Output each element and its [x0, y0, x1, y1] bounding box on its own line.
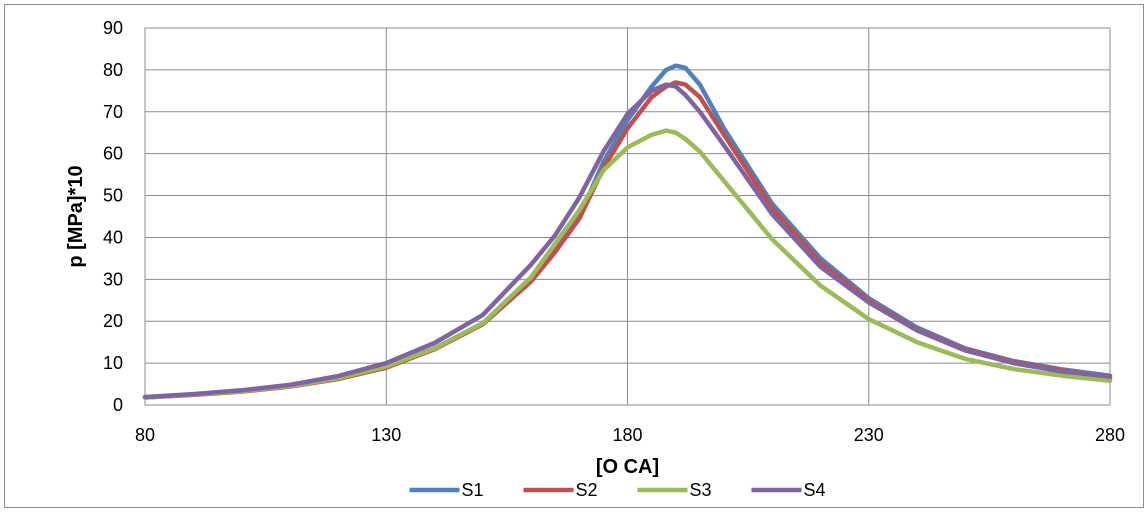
series-line-s3 [142, 128, 1113, 400]
y-axis-title: p [MPa]*10 [65, 165, 87, 267]
y-tick-label: 60 [103, 144, 123, 164]
x-tick-label: 180 [612, 425, 642, 445]
legend-label-s1: S1 [462, 480, 484, 500]
legend: S1 S2 S3 S4 [409, 480, 826, 500]
series-lines [142, 63, 1113, 400]
y-tick-label: 10 [103, 353, 123, 373]
x-axis-title: [O CA] [596, 456, 659, 478]
chart-frame [4, 4, 1144, 508]
series-line-s4 [142, 82, 1113, 400]
x-tick-label: 130 [371, 425, 401, 445]
y-tick-label: 90 [103, 18, 123, 38]
plot-area-border [144, 27, 1111, 406]
legend-label-s2: S2 [576, 480, 598, 500]
y-tick-label: 0 [113, 395, 123, 415]
y-tick-label: 80 [103, 60, 123, 80]
y-tick-label: 20 [103, 311, 123, 331]
x-tick-label: 230 [854, 425, 884, 445]
y-tick-label: 40 [103, 227, 123, 247]
legend-label-s4: S4 [804, 480, 826, 500]
y-tick-label: 50 [103, 186, 123, 206]
legend-label-s3: S3 [690, 480, 712, 500]
y-tick-label: 70 [103, 102, 123, 122]
x-tick-label: 80 [135, 425, 155, 445]
x-tick-label: 280 [1095, 425, 1125, 445]
x-axis-ticks: 80 130 180 230 280 [135, 425, 1125, 445]
y-axis-ticks: 0 10 20 30 40 50 60 70 80 90 [103, 18, 123, 415]
y-tick-label: 30 [103, 269, 123, 289]
